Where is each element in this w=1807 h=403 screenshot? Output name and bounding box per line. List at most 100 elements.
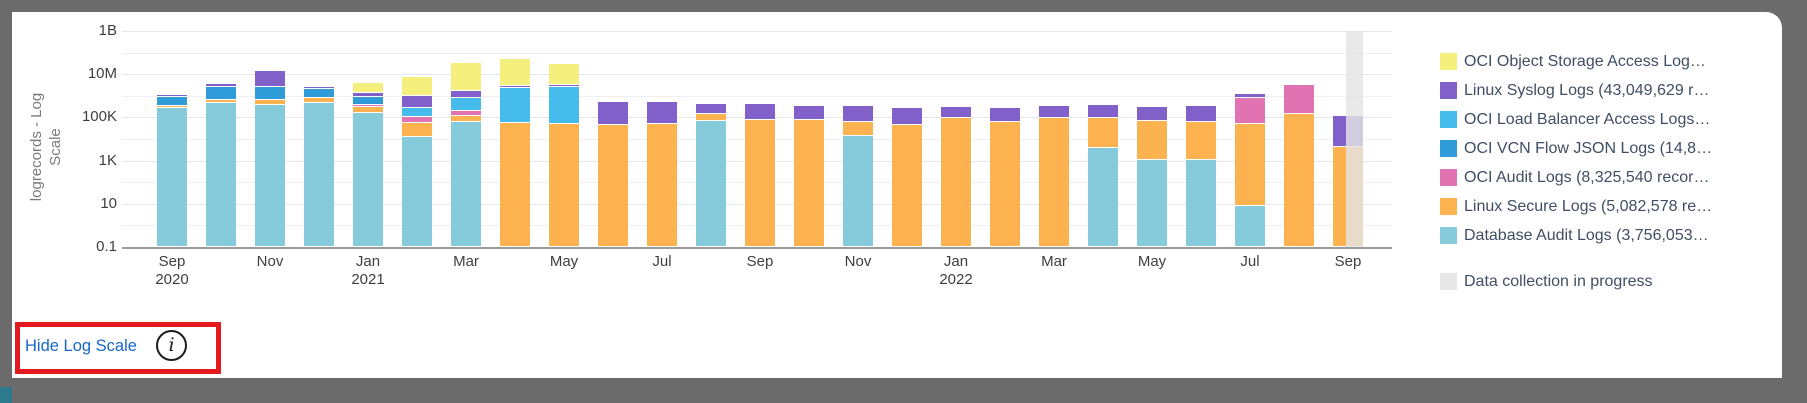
bar-segment-linux_syslog-mar-2022[interactable] (1039, 106, 1069, 119)
bar-segment-linux_syslog-apr-2021[interactable] (500, 86, 530, 88)
bar-segment-lb_access-apr-2021[interactable] (500, 88, 530, 123)
bar-segment-vcn_flow-nov-2020[interactable] (255, 87, 285, 100)
bar-segment-db_audit-aug-2021[interactable] (696, 121, 726, 247)
bar-segment-oci_audit-mar-2021[interactable] (451, 110, 481, 117)
bar-segment-linux_secure-sep-2020[interactable] (157, 105, 187, 109)
bar-segment-lb_access-may-2021[interactable] (549, 86, 579, 124)
bar-segment-db_audit-oct-2020[interactable] (206, 102, 236, 247)
bar-segment-linux_syslog-sep-2021[interactable] (745, 104, 775, 121)
bar-segment-linux_syslog-feb-2021[interactable] (402, 96, 432, 108)
bar-segment-linux_syslog-jul-2021[interactable] (647, 102, 677, 124)
bar-segment-db_audit-mar-2021[interactable] (451, 121, 481, 247)
bar-segment-linux_syslog-jan-2022[interactable] (941, 107, 971, 119)
bar-segment-linux_secure-jun-2022[interactable] (1186, 121, 1216, 160)
bar-segment-linux_secure-oct-2021[interactable] (794, 120, 824, 247)
bar-segment-linux_secure-may-2022[interactable] (1137, 121, 1167, 160)
bar-segment-linux_secure-feb-2021[interactable] (402, 123, 432, 138)
legend-item-db_audit[interactable]: Database Audit Logs (3,756,053… (1440, 226, 1780, 246)
bar-segment-linux_syslog-apr-2022[interactable] (1088, 105, 1118, 119)
x-tick-label: Sep (746, 253, 774, 270)
bar-segment-object_storage-may-2021[interactable] (549, 63, 579, 85)
bar-segment-linux_secure-jan-2022[interactable] (941, 118, 971, 247)
bar-segment-db_audit-dec-2020[interactable] (304, 102, 334, 247)
legend-label: Linux Secure Logs (5,082,578 re… (1464, 198, 1713, 215)
bar-segment-linux_syslog-aug-2021[interactable] (696, 104, 726, 115)
bar-segment-linux_syslog-jul-2022[interactable] (1235, 94, 1265, 98)
legend-item-linux_syslog[interactable]: Linux Syslog Logs (43,049,629 r… (1440, 81, 1780, 101)
bar-segment-vcn_flow-sep-2020[interactable] (157, 97, 187, 106)
bar-segment-vcn_flow-dec-2020[interactable] (304, 89, 334, 98)
bar-segment-linux_secure-apr-2022[interactable] (1088, 118, 1118, 149)
bar-segment-linux_syslog-dec-2020[interactable] (304, 86, 334, 90)
bar-segment-linux_secure-aug-2022[interactable] (1284, 113, 1314, 247)
bar-segment-vcn_flow-jan-2021[interactable] (353, 97, 383, 106)
bar-segment-linux_secure-oct-2020[interactable] (206, 100, 236, 103)
bar-segment-db_audit-nov-2020[interactable] (255, 105, 285, 247)
bar-segment-linux_syslog-mar-2021[interactable] (451, 90, 481, 98)
bar-segment-linux_secure-mar-2021[interactable] (451, 116, 481, 122)
bar-segment-linux_syslog-jun-2022[interactable] (1186, 106, 1216, 122)
bar-segment-lb_access-feb-2021[interactable] (402, 107, 432, 117)
bar-segment-oci_audit-aug-2022[interactable] (1284, 85, 1314, 114)
bar-segment-linux_secure-jul-2021[interactable] (647, 123, 677, 247)
bar-segment-oci_audit-jan-2021[interactable] (353, 105, 383, 108)
bar-segment-linux_secure-sep-2021[interactable] (745, 120, 775, 247)
legend-item-object_storage[interactable]: OCI Object Storage Access Log… (1440, 52, 1780, 72)
bar-segment-linux_secure-aug-2021[interactable] (696, 114, 726, 121)
bar-segment-linux_secure-jan-2021[interactable] (353, 107, 383, 113)
bar-segment-db_audit-jan-2021[interactable] (353, 113, 383, 247)
legend-item-lb_access[interactable]: OCI Load Balancer Access Logs… (1440, 110, 1780, 130)
bar-segment-linux_syslog-nov-2021[interactable] (843, 106, 873, 122)
bar-segment-db_audit-jul-2022[interactable] (1235, 205, 1265, 247)
legend-swatch-vcn_flow (1440, 140, 1457, 157)
legend-item-vcn_flow[interactable]: OCI VCN Flow JSON Logs (14,8… (1440, 139, 1780, 159)
bar-segment-db_audit-apr-2022[interactable] (1088, 148, 1118, 247)
bar-segment-linux_syslog-oct-2021[interactable] (794, 106, 824, 121)
bar-segment-linux_secure-mar-2022[interactable] (1039, 118, 1069, 247)
bar-segment-vcn_flow-oct-2020[interactable] (206, 87, 236, 100)
bar-segment-linux_syslog-jun-2021[interactable] (598, 102, 628, 125)
bar-segment-linux_syslog-oct-2020[interactable] (206, 84, 236, 87)
bar-segment-db_audit-nov-2021[interactable] (843, 135, 873, 247)
bar-segment-linux_secure-dec-2020[interactable] (304, 98, 334, 103)
bar-segment-oci_audit-feb-2021[interactable] (402, 116, 432, 123)
x-tick-label: Nov (256, 253, 284, 270)
bar-segment-linux_syslog-feb-2022[interactable] (990, 108, 1020, 122)
bar-segment-object_storage-feb-2021[interactable] (402, 77, 432, 97)
legend-item-oci_audit[interactable]: OCI Audit Logs (8,325,540 recor… (1440, 168, 1780, 188)
bar-segment-db_audit-jun-2022[interactable] (1186, 159, 1216, 247)
hide-log-scale-link[interactable]: Hide Log Scale (25, 337, 137, 355)
bar-segment-object_storage-apr-2021[interactable] (500, 59, 530, 87)
bar-segment-linux_secure-nov-2021[interactable] (843, 121, 873, 136)
legend-label: OCI VCN Flow JSON Logs (14,8… (1464, 140, 1713, 157)
bar-segment-linux_syslog-dec-2021[interactable] (892, 107, 922, 125)
bar-segment-linux_syslog-jan-2021[interactable] (353, 93, 383, 98)
bar-segment-linux_syslog-may-2021[interactable] (549, 84, 579, 87)
chart-panel: logrecords - Log Scale 1B 10M 100K 1K 10 0.1 S… (12, 12, 1782, 378)
bar-segment-lb_access-mar-2021[interactable] (451, 98, 481, 111)
x-tick-label: May (1137, 253, 1167, 270)
bar-segment-db_audit-feb-2021[interactable] (402, 137, 432, 247)
x-tick-label: Mar (1041, 253, 1067, 270)
bar-segment-linux_secure-jul-2022[interactable] (1235, 123, 1265, 206)
bar-segment-linux_syslog-nov-2020[interactable] (255, 71, 285, 87)
y-axis-title: logrecords - Log Scale (28, 92, 64, 202)
bar-segment-linux_syslog-sep-2020[interactable] (157, 94, 187, 98)
info-icon[interactable]: i (156, 330, 187, 361)
bar-segment-linux_secure-jun-2021[interactable] (598, 124, 628, 247)
bar-segment-db_audit-sep-2020[interactable] (157, 108, 187, 247)
bar-segment-db_audit-may-2022[interactable] (1137, 159, 1167, 247)
bar-segment-object_storage-jan-2021[interactable] (353, 83, 383, 93)
legend-label: Linux Syslog Logs (43,049,629 r… (1464, 82, 1710, 99)
bar-segment-oci_audit-jul-2022[interactable] (1235, 98, 1265, 124)
bar-segment-linux_secure-apr-2021[interactable] (500, 123, 530, 247)
bar-segment-linux_secure-nov-2020[interactable] (255, 100, 285, 106)
bar-segment-object_storage-mar-2021[interactable] (451, 63, 481, 91)
bar-segment-linux_secure-dec-2021[interactable] (892, 124, 922, 247)
bar-segment-linux_secure-may-2021[interactable] (549, 123, 579, 247)
bar-segment-linux_secure-feb-2022[interactable] (990, 121, 1020, 247)
chart-legend: OCI Object Storage Access Log… Linux Sysl… (1440, 12, 1780, 378)
bar-segment-linux_syslog-may-2022[interactable] (1137, 107, 1167, 122)
legend-item-linux_secure[interactable]: Linux Secure Logs (5,082,578 re… (1440, 197, 1780, 217)
